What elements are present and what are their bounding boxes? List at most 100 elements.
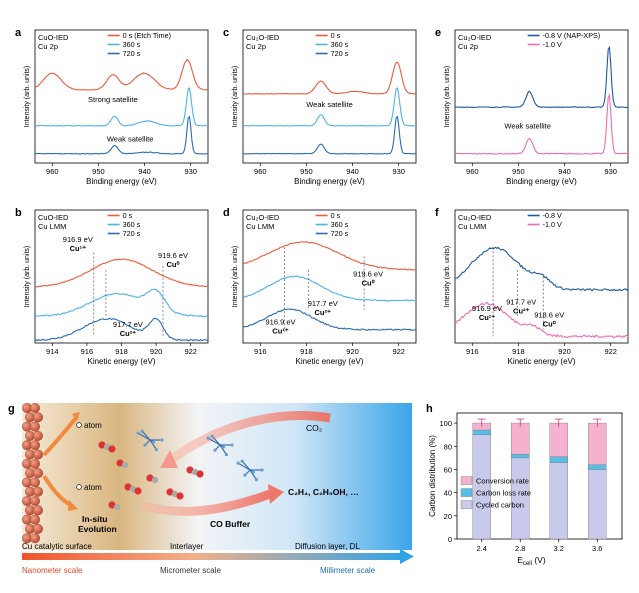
- legend-entry-f: -0.8 V: [543, 211, 562, 220]
- spectrum-line-b: [35, 317, 209, 342]
- y-axis-label-f: Intensity (arb. units): [444, 246, 451, 307]
- spectrum-line-b: [34, 288, 209, 318]
- molecule-atom: [230, 443, 234, 447]
- spectrum-line-f: [454, 246, 629, 292]
- legend-entry-b: 360 s: [123, 220, 141, 229]
- molecule-bond: [137, 432, 151, 441]
- escape-arrowhead-lower: [68, 500, 78, 511]
- molecule-bond: [211, 435, 221, 446]
- copper-atom: [30, 514, 40, 525]
- oxygen-atom: [98, 441, 106, 449]
- x-tick-label-d: 916: [254, 347, 267, 356]
- scheme-panel-g: g atom atom CO₂ C₂H₄, C₂H₅OH, … In-situEvolut…: [8, 403, 414, 575]
- product-outflow-arrow: [138, 489, 272, 516]
- scheme-background: [22, 403, 412, 550]
- plot-frame-f: [454, 209, 629, 344]
- scale-bar: [22, 553, 402, 560]
- panel-letter-d: d: [223, 207, 230, 219]
- panel-subtitle-c: Cu 2p: [246, 42, 266, 51]
- copper-atom: [30, 421, 40, 432]
- legend-entry-d: 0 s: [331, 211, 341, 220]
- annotation-weak-satellite-a: Weak satellite: [107, 135, 154, 144]
- oxygen-atom: [196, 470, 204, 478]
- x-tick-label-a: 930: [184, 167, 197, 176]
- bar-segment: [588, 422, 607, 466]
- bar-segment: [549, 422, 568, 457]
- molecule-atom: [160, 438, 164, 442]
- molecule-atom: [140, 429, 144, 433]
- legend-swatch: [460, 476, 473, 485]
- bar-segment: [588, 469, 607, 540]
- x-tick-label-e: 930: [604, 167, 617, 176]
- spectrum-line-a: [34, 58, 209, 91]
- molecule-bond: [241, 460, 251, 471]
- x-tick-label-d: 918: [300, 347, 313, 356]
- x-axis-label-c: Binding energy (eV): [294, 177, 365, 186]
- peak-species-label-b: Cu¹⁺: [70, 244, 86, 253]
- x-axis-label-unit: (V): [532, 555, 546, 565]
- panel-subtitle-e: Cu 2p: [458, 42, 478, 51]
- chart-frame: [456, 412, 623, 540]
- bar-segment: [588, 464, 607, 470]
- legend-entry: Conversion rate: [476, 477, 529, 486]
- scale-label-milli: Millimeter scale: [320, 566, 376, 575]
- products-label: C₂H₄, C₂H₅OH, …: [288, 487, 359, 497]
- x-tick-label-f: 916: [466, 347, 479, 356]
- plot-frame-c: [242, 29, 417, 164]
- plot-frame-e: [454, 29, 629, 164]
- layer-label-surface: Cu catalytic surface: [22, 542, 92, 551]
- molecule-atom: [224, 453, 229, 457]
- legend-entry-e: -0.8 V (NAP-XPS): [543, 31, 601, 40]
- x-tick-label-e: 960: [466, 167, 479, 176]
- panel-letter-c: c: [223, 27, 229, 39]
- spectrum-line-b: [35, 258, 209, 288]
- panel-title-c: Cu₂O-IED: [246, 33, 280, 42]
- bar-segment: [549, 462, 568, 540]
- molecule-atom: [206, 436, 210, 440]
- copper-atom: [33, 449, 43, 460]
- x-axis-label-d: Kinetic energy (eV): [295, 357, 363, 366]
- y-axis-label: Carbon distribution (%): [428, 435, 437, 517]
- x-tick-label-e: 940: [558, 167, 571, 176]
- x-tick-label-a: 940: [138, 167, 151, 176]
- spectrum-line-d: [242, 241, 417, 271]
- x-axis-label-subscript: cell: [523, 561, 532, 567]
- bar-segment: [472, 434, 491, 540]
- legend-entry-e: -1.0 V: [543, 40, 562, 49]
- x-tick-label-c: 960: [254, 167, 267, 176]
- molecule-atom: [221, 445, 226, 449]
- molecule-bond: [219, 444, 227, 455]
- panel-title-b: CuO-IED: [38, 213, 69, 222]
- x-tick-label-d: 920: [346, 347, 359, 356]
- escape-arrow-upper: [42, 416, 78, 457]
- copper-atom: [33, 412, 43, 423]
- legend-entry-a: 720 s: [123, 49, 141, 58]
- y-tick-label: 80: [444, 442, 452, 451]
- xps-panels: 960 950 940 930 Binding energy (eV) Intensity…: [15, 27, 629, 366]
- plot-frame-d: [242, 209, 417, 344]
- molecule-atom: [143, 443, 147, 447]
- bar-segment: [511, 422, 530, 455]
- spectrum-line-f: [454, 301, 629, 339]
- oxygen-atom: [166, 488, 174, 496]
- bar-segment: [549, 456, 568, 463]
- y-axis-label-b: Intensity (arb. units): [24, 246, 31, 307]
- legend-entry: Carbon loss rate: [476, 489, 531, 498]
- legend-entry-c: 360 s: [331, 40, 349, 49]
- y-axis-label-c: Intensity (arb. units): [232, 66, 239, 127]
- spectrum-line-c: [242, 87, 417, 127]
- spectrum-line-d: [242, 308, 417, 331]
- x-tick-label: 2.8: [515, 544, 525, 553]
- oxygen-atom: [124, 483, 132, 491]
- x-tick-label: 2.4: [477, 544, 487, 553]
- copper-atom: [30, 403, 40, 413]
- peak-species-label-d: Cu²⁺: [315, 308, 331, 317]
- copper-atom: [33, 430, 43, 441]
- panel-letter-g: g: [8, 403, 15, 415]
- legend-entry-f: -1.0 V: [543, 220, 562, 229]
- layer-label-interlayer: Interlayer: [170, 542, 204, 551]
- scale-label-micro: Micrometer scale: [160, 566, 221, 575]
- o-atom-marker: [76, 422, 82, 428]
- y-tick-label: 0: [448, 535, 452, 544]
